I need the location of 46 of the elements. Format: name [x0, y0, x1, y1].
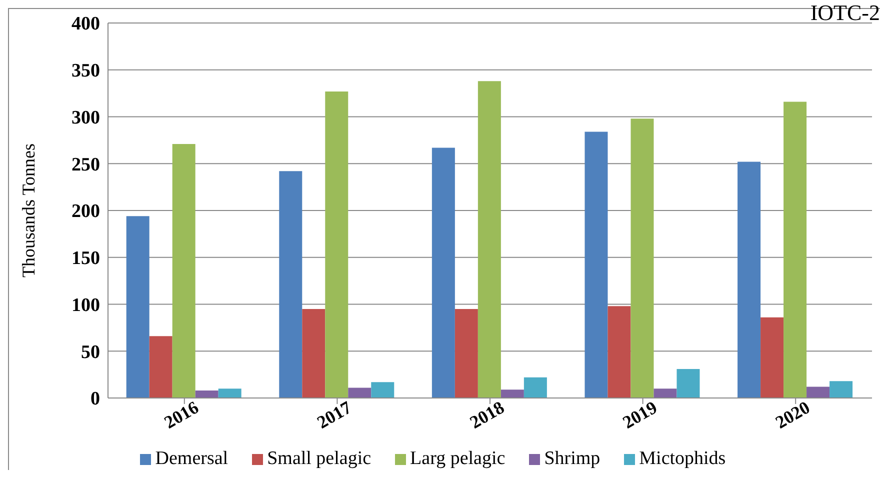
- y-tick-label: 50: [81, 342, 100, 363]
- legend-label: Demersal: [155, 448, 228, 469]
- legend-label: Shrimp: [544, 448, 600, 469]
- x-tick-label: 2016: [160, 397, 202, 432]
- y-axis-title: Thousands Tonnes: [18, 144, 38, 278]
- legend-label: Small pelagic: [267, 448, 372, 469]
- bar: [432, 148, 455, 398]
- y-tick-label: 300: [72, 107, 100, 128]
- legend-label: Mictophids: [639, 448, 726, 469]
- bar: [218, 388, 242, 398]
- x-tick-label: 2019: [619, 397, 660, 432]
- bar: [584, 132, 608, 398]
- bar: [784, 102, 807, 398]
- y-tick-label: 200: [72, 201, 100, 222]
- bar: [806, 386, 830, 398]
- x-tick-label: 2020: [772, 397, 814, 432]
- bar: [348, 388, 372, 398]
- bar: [371, 382, 394, 398]
- y-tick-label: 350: [72, 60, 100, 82]
- bar: [630, 118, 654, 398]
- bar: [149, 336, 172, 398]
- bar: [454, 308, 478, 398]
- bar: [325, 91, 348, 398]
- y-tick-label: 100: [72, 294, 100, 316]
- bar: [654, 388, 677, 398]
- bar: [172, 144, 196, 398]
- y-tick-label: 150: [72, 248, 100, 270]
- y-tick-label: 0: [90, 388, 100, 410]
- bar: [195, 390, 218, 398]
- legend-label: Larg pelagic: [410, 448, 506, 469]
- bar: [279, 171, 302, 398]
- x-tick-label: 2017: [314, 397, 355, 432]
- bar: [738, 162, 761, 398]
- bar: [126, 216, 150, 398]
- bar: [676, 368, 700, 398]
- bar: [302, 308, 326, 398]
- y-tick-label: 250: [72, 154, 100, 176]
- bar: [608, 306, 631, 398]
- y-tick-label: 400: [72, 14, 100, 35]
- annotation: IOTC-2: [810, 0, 880, 26]
- bar: [760, 317, 784, 398]
- bar: [830, 381, 853, 398]
- bar: [500, 390, 524, 398]
- bar: [524, 377, 547, 398]
- bar: [478, 81, 501, 398]
- x-tick-label: 2018: [466, 397, 508, 432]
